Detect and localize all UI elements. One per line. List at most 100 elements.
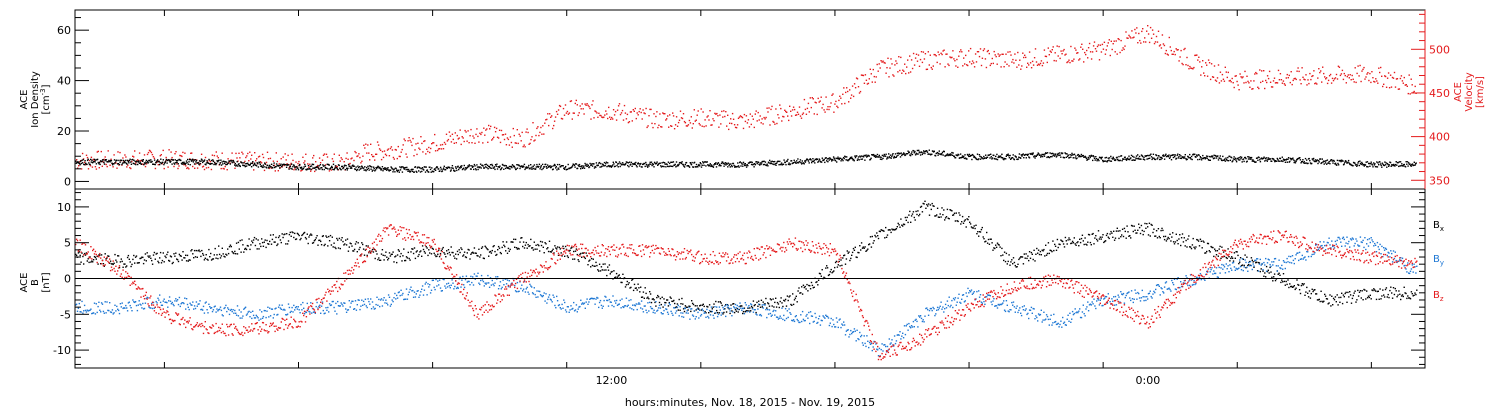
velocity-series-point bbox=[1299, 79, 1301, 81]
velocity-series-point bbox=[1262, 80, 1264, 82]
bx-series-point bbox=[597, 269, 599, 271]
bx-series-point bbox=[213, 254, 215, 256]
bx-series-point bbox=[270, 243, 273, 245]
density-series-point bbox=[295, 168, 297, 171]
bx-series-point bbox=[1176, 239, 1178, 242]
density-series-point bbox=[1247, 158, 1250, 160]
bx-series-point bbox=[1323, 300, 1325, 302]
velocity-series-point bbox=[309, 163, 311, 165]
velocity-series-point bbox=[223, 168, 225, 170]
bx-series-point bbox=[544, 242, 546, 244]
bx-series-point bbox=[1098, 238, 1101, 240]
velocity-series-point bbox=[361, 160, 363, 162]
velocity-series-point bbox=[747, 119, 750, 121]
bx-series-point bbox=[303, 231, 306, 234]
density-series-point bbox=[938, 152, 940, 155]
bx-series-point bbox=[154, 258, 156, 260]
bx-series-point bbox=[1139, 232, 1142, 235]
density-series-point bbox=[690, 164, 693, 166]
density-series-point bbox=[1308, 157, 1310, 160]
density-series-point bbox=[242, 164, 245, 167]
density-series-point bbox=[764, 161, 767, 163]
density-series-point bbox=[1302, 162, 1305, 164]
bx-series-point bbox=[1357, 289, 1359, 292]
velocity-series-point bbox=[1192, 68, 1194, 70]
density-series-point bbox=[1367, 166, 1369, 168]
velocity-series-point bbox=[1009, 51, 1011, 53]
velocity-series-point bbox=[766, 107, 768, 109]
velocity-series-point bbox=[479, 132, 481, 134]
velocity-series-point bbox=[927, 51, 929, 53]
bx-series-point bbox=[818, 272, 821, 275]
bx-series-point bbox=[85, 252, 88, 254]
velocity-series-point bbox=[302, 156, 304, 158]
density-series-point bbox=[1033, 155, 1036, 157]
density-series-point bbox=[1115, 159, 1117, 161]
bx-series-point bbox=[174, 255, 176, 257]
velocity-series-point bbox=[316, 164, 319, 167]
bx-series-point bbox=[205, 254, 207, 256]
bx-series-point bbox=[346, 238, 349, 240]
bx-series-point bbox=[180, 255, 182, 257]
velocity-series-point bbox=[887, 57, 889, 59]
density-series-point bbox=[1064, 152, 1066, 154]
density-series-point bbox=[1025, 153, 1027, 156]
bx-series-point bbox=[218, 253, 221, 256]
density-series-point bbox=[892, 153, 894, 155]
velocity-series-point bbox=[187, 166, 189, 169]
bx-series-point bbox=[731, 310, 733, 312]
density-series-point bbox=[938, 150, 940, 152]
velocity-series-point bbox=[1000, 66, 1002, 68]
velocity-series-point bbox=[678, 119, 681, 121]
bx-series-point bbox=[523, 247, 526, 249]
density-series-point bbox=[1028, 156, 1030, 158]
velocity-series-point bbox=[705, 125, 707, 127]
bx-series-point bbox=[413, 247, 416, 249]
density-series-point bbox=[1038, 153, 1040, 155]
density-series-point bbox=[463, 167, 465, 169]
density-series-point bbox=[486, 164, 489, 166]
density-series-point bbox=[720, 162, 723, 165]
bx-series-point bbox=[1117, 230, 1119, 232]
velocity-series-point bbox=[910, 59, 913, 61]
density-series-point bbox=[1072, 157, 1074, 159]
bx-series-point bbox=[1202, 240, 1204, 242]
bx-series-point bbox=[210, 252, 212, 255]
velocity-series-point bbox=[1278, 79, 1281, 81]
bx-series-point bbox=[204, 257, 206, 259]
velocity-series-point bbox=[580, 108, 582, 110]
density-series-point bbox=[465, 168, 467, 170]
density-series-point bbox=[651, 164, 653, 167]
bx-series-point bbox=[1214, 248, 1216, 250]
density-series-point bbox=[471, 166, 474, 168]
density-series-point bbox=[1244, 156, 1247, 159]
velocity-series-point bbox=[433, 142, 435, 144]
density-series-point bbox=[130, 163, 133, 165]
bx-series-point bbox=[102, 263, 105, 265]
velocity-series-point bbox=[682, 113, 685, 115]
bx-series-point bbox=[531, 247, 534, 249]
bx-series-point bbox=[1395, 290, 1397, 292]
density-series-point bbox=[1044, 153, 1046, 155]
bx-series-point bbox=[638, 287, 640, 289]
density-series-point bbox=[842, 156, 845, 159]
density-series-point bbox=[946, 154, 948, 156]
velocity-series-point bbox=[452, 138, 454, 141]
velocity-series-point bbox=[779, 104, 781, 106]
density-series-point bbox=[866, 155, 869, 157]
density-series-point bbox=[984, 157, 986, 159]
velocity-series-point bbox=[1116, 53, 1118, 55]
density-series-point bbox=[1049, 152, 1051, 154]
bx-series-point bbox=[1051, 250, 1053, 253]
bx-series-point bbox=[800, 292, 802, 294]
bx-series-point bbox=[1299, 292, 1302, 295]
velocity-series-point bbox=[629, 111, 632, 113]
velocity-series-point bbox=[1383, 83, 1385, 85]
density-series-point bbox=[327, 168, 329, 170]
density-series-point bbox=[444, 169, 447, 171]
density-series-point bbox=[725, 162, 728, 164]
bx-series-point bbox=[671, 300, 673, 302]
velocity-series-point bbox=[451, 133, 454, 135]
velocity-series-point bbox=[1247, 80, 1249, 83]
density-series-point bbox=[390, 166, 392, 168]
